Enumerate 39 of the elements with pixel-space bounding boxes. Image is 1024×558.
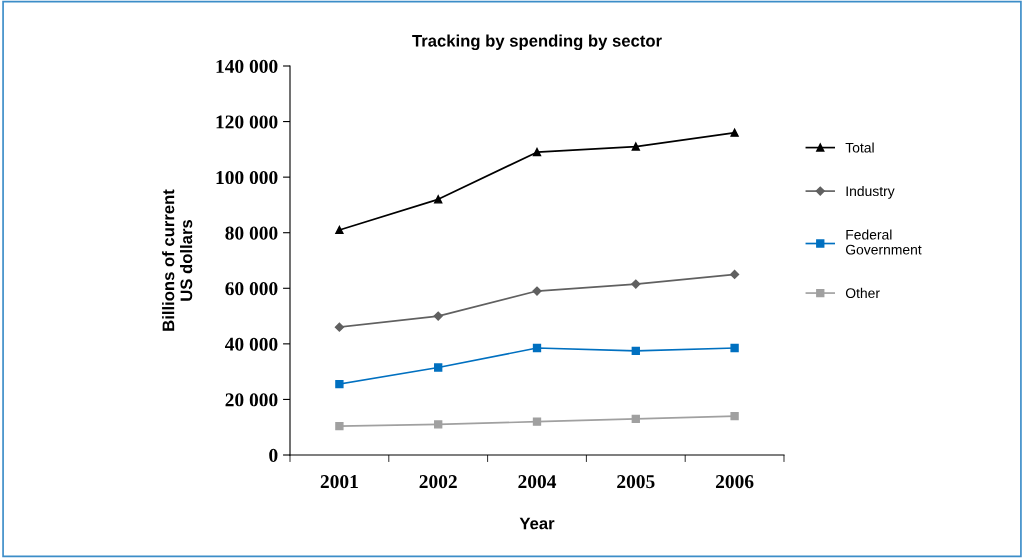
point (335, 379, 344, 389)
point (434, 363, 443, 372)
point (730, 343, 739, 353)
point (631, 346, 640, 355)
point (730, 411, 739, 421)
y-tick-label: 20 000 (225, 393, 278, 407)
y-tick-label: 0 (269, 448, 278, 462)
legend-label: Federal Government (845, 229, 922, 255)
y-tick-label: 100 000 (216, 170, 278, 185)
point (532, 417, 542, 426)
point (433, 311, 443, 321)
point (729, 269, 740, 280)
x-tick-label: 2006 (715, 475, 754, 489)
y-tick-label: 40 000 (224, 337, 278, 351)
x-tick-label: 2005 (617, 475, 655, 489)
point (434, 195, 443, 204)
point (730, 128, 739, 137)
chart-title: Tracking by spending by sector (412, 34, 662, 51)
point (532, 343, 542, 353)
x-axis-title: Year (519, 517, 555, 530)
y-tick-label: 120 000 (216, 115, 278, 129)
legend-label: Total (845, 142, 874, 153)
point (631, 142, 640, 151)
legend-label: Industry (846, 185, 895, 199)
point (335, 225, 344, 235)
point (631, 279, 641, 289)
point (631, 414, 640, 424)
x-tick-label: 2001 (320, 475, 358, 489)
y-axis-title: Billions of current US dollars (162, 189, 193, 331)
y-tick-label: 140 000 (216, 59, 278, 73)
y-tick-label: 80 000 (225, 226, 278, 240)
legend-label: Other (845, 287, 880, 299)
point (532, 147, 542, 157)
y-tick-label: 60 000 (225, 282, 278, 296)
point (334, 322, 345, 332)
x-tick-label: 2002 (419, 475, 457, 489)
x-tick-label: 2004 (518, 475, 557, 489)
point (434, 420, 443, 429)
point (335, 421, 344, 431)
